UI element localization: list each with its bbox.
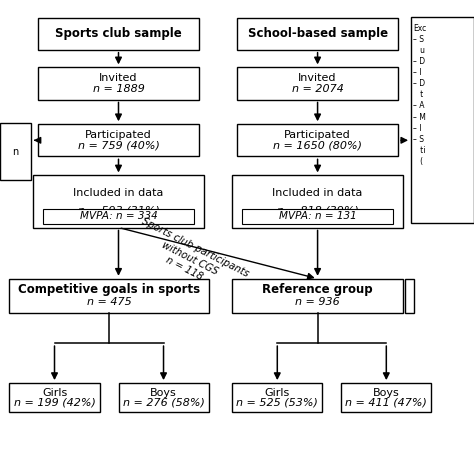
Text: Sports club sample: Sports club sample (55, 27, 182, 40)
Text: n = 1889: n = 1889 (92, 84, 145, 94)
Text: Included in data: Included in data (73, 188, 164, 198)
Bar (237, 67, 398, 100)
Text: MVPA: n = 334: MVPA: n = 334 (80, 211, 157, 221)
Text: n = 276 (58%): n = 276 (58%) (123, 398, 204, 408)
Text: Exc
– S
   u
– D
– I
– D
   t
– A
– M
– I
– S
   ti
   (: Exc – S u – D – I – D t – A – M – I – S … (413, 24, 427, 166)
Text: Sports club participants
without CGS
n = 118: Sports club participants without CGS n =… (129, 217, 250, 300)
Text: n = 759 (40%): n = 759 (40%) (78, 141, 159, 151)
Text: n = 936: n = 936 (295, 297, 340, 307)
Text: Reference group: Reference group (262, 283, 373, 296)
Bar (38, 67, 199, 100)
Bar (0, 123, 31, 180)
Text: n = 818 (39%): n = 818 (39%) (277, 205, 358, 215)
Bar (38, 18, 199, 50)
Text: n = 1650 (80%): n = 1650 (80%) (273, 141, 362, 151)
Bar (118, 383, 209, 412)
Bar (405, 279, 414, 313)
Text: n: n (12, 146, 18, 157)
Bar (411, 17, 474, 223)
Text: Participated: Participated (85, 130, 152, 140)
Text: MVPA: n = 131: MVPA: n = 131 (279, 211, 356, 221)
Text: n = 525 (53%): n = 525 (53%) (237, 398, 318, 408)
Text: Boys: Boys (373, 388, 400, 398)
Bar (243, 209, 392, 224)
Bar (9, 383, 100, 412)
Text: Girls: Girls (42, 388, 67, 398)
Text: n = 475: n = 475 (87, 297, 131, 307)
Bar (232, 383, 322, 412)
Text: Boys: Boys (150, 388, 177, 398)
Bar (38, 124, 199, 156)
Bar (237, 124, 398, 156)
Bar (44, 209, 193, 224)
Text: Invited: Invited (298, 73, 337, 83)
Text: Included in data: Included in data (273, 188, 363, 198)
Text: Invited: Invited (99, 73, 138, 83)
Text: School-based sample: School-based sample (247, 27, 388, 40)
Bar (341, 383, 431, 412)
Text: n = 411 (47%): n = 411 (47%) (346, 398, 427, 408)
Text: n = 593 (31%): n = 593 (31%) (78, 205, 159, 215)
Bar (232, 279, 403, 313)
Text: Competitive goals in sports: Competitive goals in sports (18, 283, 200, 296)
Text: n = 199 (42%): n = 199 (42%) (14, 398, 95, 408)
Text: Girls: Girls (264, 388, 290, 398)
Text: Participated: Participated (284, 130, 351, 140)
Bar (237, 18, 398, 50)
Text: n = 2074: n = 2074 (292, 84, 344, 94)
Bar (9, 279, 209, 313)
Bar (33, 175, 204, 228)
Bar (232, 175, 403, 228)
